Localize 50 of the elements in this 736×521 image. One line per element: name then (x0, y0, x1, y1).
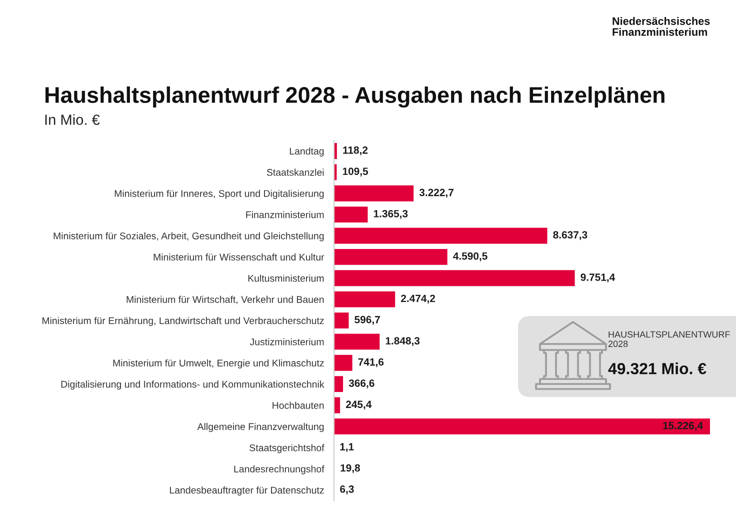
y-tick-label: Ministerium für Inneres, Sport und Digitalisierung (114, 190, 324, 199)
y-tick-label: Allgemeine Finanzverwaltung (197, 422, 324, 432)
bar (334, 418, 710, 434)
y-tick-label: Landesrechnungshof (234, 465, 324, 474)
y-tick-label: Digitalisierung und Informations- und Kommunikationstechnik (61, 380, 324, 390)
y-tick-label: Ministerium für Ernährung, Landwirtschaft und Verbraucherschutz (42, 316, 324, 326)
data-label: 245,4 (346, 400, 372, 410)
data-label: 3.222,7 (419, 188, 454, 198)
data-label: 2.474,2 (401, 294, 435, 304)
data-label: 15.226,4 (663, 422, 704, 431)
y-tick-label: Hochbauten (272, 402, 324, 409)
data-label: 9.751,4 (580, 274, 616, 282)
bar (334, 291, 396, 308)
text: Niedersächsisches Finanzministerium (612, 17, 710, 36)
bar (334, 185, 414, 202)
data-label: 6,3 (340, 485, 354, 494)
annotation: 49.321 Mio. € (608, 362, 706, 374)
data-label: 109,5 (342, 168, 368, 176)
bar (334, 334, 380, 350)
text: In Mio. € (45, 114, 100, 125)
y-tick-label: Ministerium für Umwelt, Energie und Klimaschutz (113, 359, 324, 368)
y-tick-label: Landesbeauftragter für Datenschutz (170, 486, 324, 496)
data-label: 1.848,3 (386, 337, 420, 346)
data-label: 596,7 (354, 316, 380, 325)
bar (334, 376, 344, 392)
chart-title: Haushaltsplanentwurf 2028 - Ausgaben nach Einzelplänen (46, 86, 664, 108)
bar (334, 228, 548, 244)
y-tick-label: Ministerium für Soziales, Arbeit, Gesundheit und Gleichstellung (54, 232, 324, 242)
annotation: HAUSHALTSPLANENTWURF 2028 (608, 331, 730, 348)
y-tick-label: Ministerium für Wissenschaft und Kultur (154, 253, 324, 261)
y-tick-label: Justizministerium (250, 338, 324, 346)
data-label: 366,6 (348, 379, 374, 388)
data-label: 8.637,3 (553, 231, 588, 240)
y-tick-label: Landtag (290, 147, 324, 157)
bar (334, 312, 349, 328)
y-tick-label: Staatskanzlei (266, 168, 324, 176)
bar (334, 354, 352, 371)
data-label: 19,8 (340, 464, 360, 474)
y-tick-label: Kultusministerium (248, 274, 324, 282)
bar (334, 270, 575, 286)
data-label: 741,6 (358, 358, 384, 368)
data-label: 118,2 (343, 146, 368, 156)
bar (334, 248, 448, 265)
y-tick-label: Finanzministerium (246, 211, 324, 218)
data-label: 1,1 (340, 443, 354, 452)
bar (334, 206, 368, 223)
y-tick-label: Staatsgerichtshof (250, 444, 324, 454)
data-label: 1.365,3 (374, 210, 408, 219)
data-label: 4.590,5 (453, 252, 488, 262)
y-tick-label: Ministerium für Wirtschaft, Verkehr und Bauen (126, 296, 324, 304)
